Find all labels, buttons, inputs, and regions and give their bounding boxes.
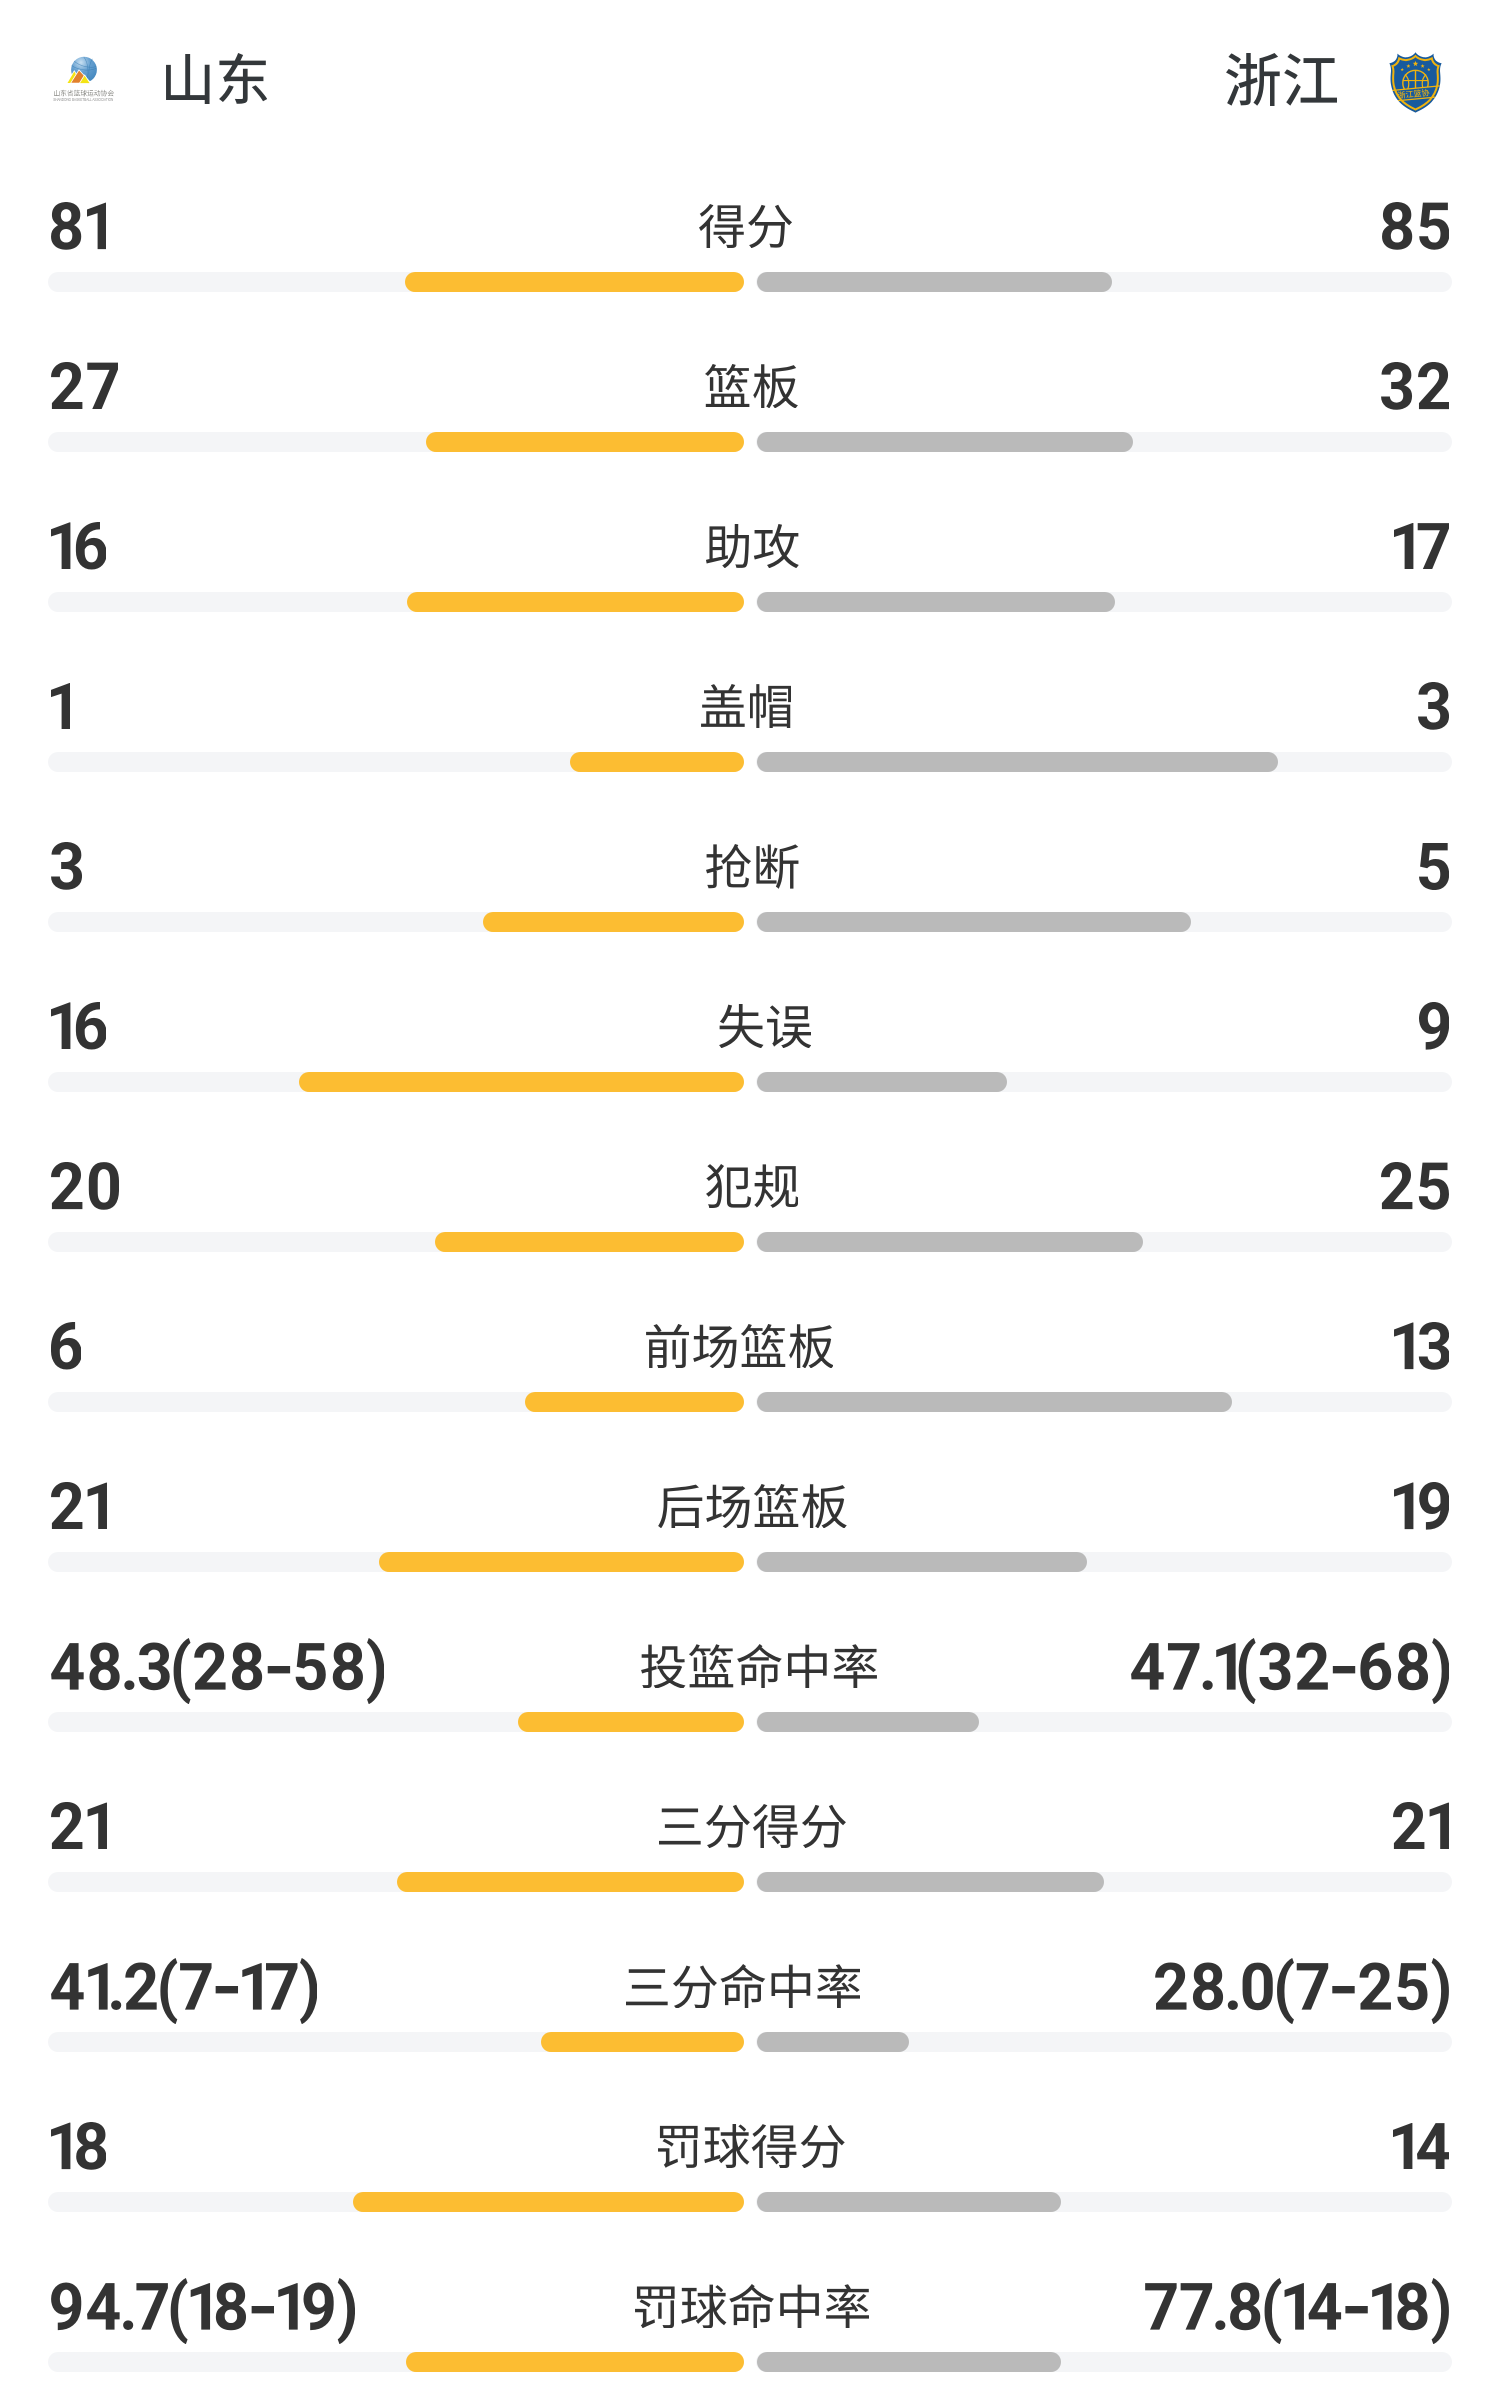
svg-text:SHANDONG BASKETBALL ASSOCIATIO: SHANDONG BASKETBALL ASSOCIATION (53, 97, 113, 102)
